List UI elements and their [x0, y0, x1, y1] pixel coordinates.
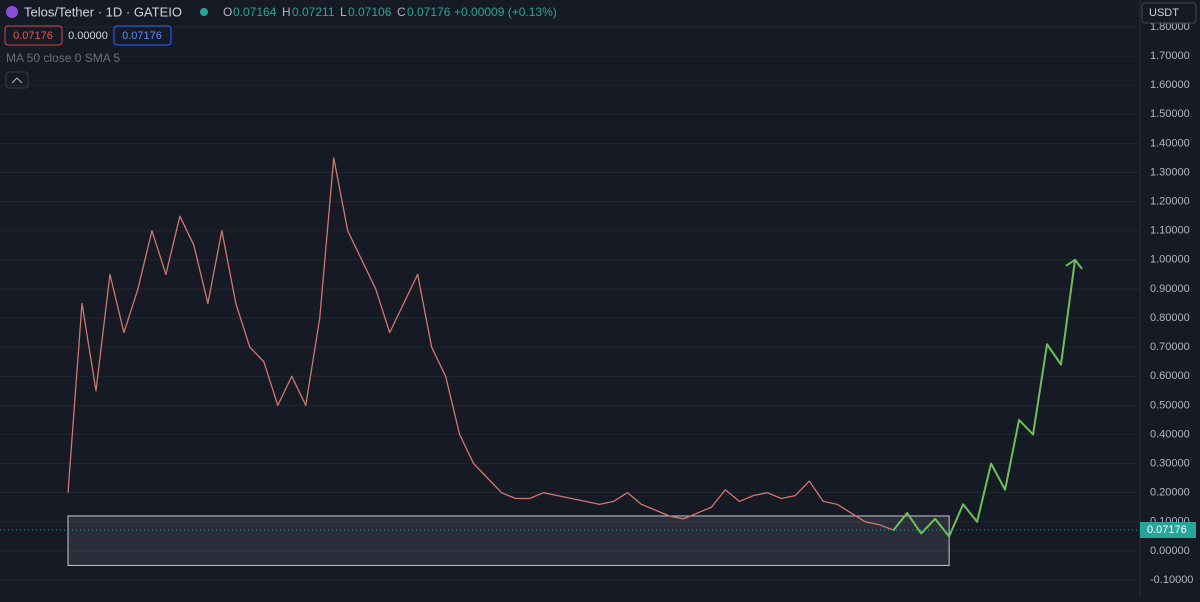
y-tick-label: 0.90000	[1150, 283, 1190, 295]
last-price: 0.07176	[1147, 524, 1187, 536]
arrow-head	[1065, 258, 1083, 270]
y-tick-label: 1.80000	[1150, 21, 1190, 33]
c-label: C	[397, 5, 406, 19]
y-tick-label: 1.50000	[1150, 108, 1190, 120]
spread: 0.00000	[68, 30, 108, 42]
y-tick-label: 1.70000	[1150, 50, 1190, 62]
h-value: 0.07211	[292, 5, 335, 19]
o-value: 0.07164	[233, 5, 277, 19]
sell-button[interactable]	[4, 25, 63, 46]
y-tick-label: 0.20000	[1150, 487, 1190, 499]
buy-button[interactable]	[113, 25, 172, 46]
price-line	[892, 259, 1076, 538]
sell-price[interactable]: 0.07176	[13, 30, 53, 42]
y-tick-label: 1.10000	[1150, 225, 1190, 237]
l-value: 0.07106	[348, 5, 392, 19]
indicator[interactable]: MA 50 close 0 SMA 5	[6, 51, 120, 65]
y-tick-label: 0.50000	[1150, 399, 1190, 411]
y-tick-label: 0.80000	[1150, 312, 1190, 324]
collapse-button[interactable]	[5, 71, 29, 89]
zone-box	[67, 515, 950, 566]
y-tick-label: 1.40000	[1150, 137, 1190, 149]
currency[interactable]: USDT	[1149, 7, 1179, 19]
symbol: Telos/Tether · 1D · GATEIO	[24, 4, 182, 19]
y-tick-label: 0.00000	[1150, 545, 1190, 557]
y-tick-label: 0.70000	[1150, 341, 1190, 353]
y-tick-label: 1.20000	[1150, 196, 1190, 208]
y-tick-label: 1.30000	[1150, 166, 1190, 178]
change: +0.00009 (+0.13%)	[454, 5, 557, 19]
y-tick-label: 0.40000	[1150, 428, 1190, 440]
collapse-icon	[11, 77, 23, 84]
l-label: L	[340, 5, 347, 19]
y-tick-label: 0.30000	[1150, 457, 1190, 469]
price-line	[67, 157, 894, 531]
h-label: H	[282, 5, 291, 19]
buy-price[interactable]: 0.07176	[122, 30, 162, 42]
c-value: 0.07176	[407, 5, 451, 19]
y-tick-label: 1.00000	[1150, 254, 1190, 266]
o-label: O	[223, 5, 232, 19]
y-tick-label: 0.60000	[1150, 370, 1190, 382]
y-tick-label: -0.10000	[1150, 574, 1193, 586]
symbol-icon	[6, 6, 18, 18]
status-dot	[200, 8, 208, 16]
last-price-tag	[1140, 522, 1196, 539]
y-tick-label: 1.60000	[1150, 79, 1190, 91]
currency-button[interactable]	[1141, 2, 1197, 24]
